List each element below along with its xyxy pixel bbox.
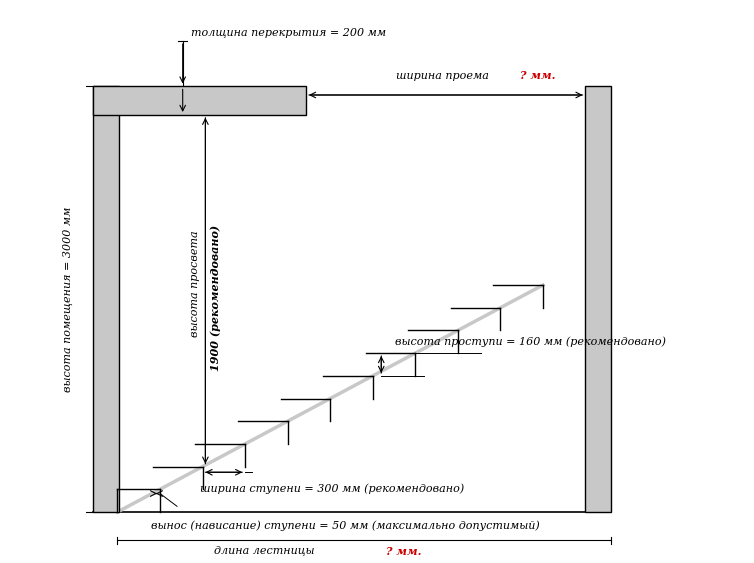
Text: высота просвета: высота просвета [191, 230, 201, 337]
Text: 1900 (рекомендовано): 1900 (рекомендовано) [210, 225, 221, 371]
Text: ? мм.: ? мм. [520, 70, 555, 81]
Bar [586, 87, 611, 512]
Bar [93, 87, 306, 115]
Text: ширина ступени = 300 мм (рекомендовано): ширина ступени = 300 мм (рекомендовано) [200, 484, 464, 494]
Text: высота помещения = 3000 мм: высота помещения = 3000 мм [63, 207, 73, 392]
Text: ? мм.: ? мм. [386, 546, 421, 557]
Bar [93, 87, 119, 512]
Text: толщина перекрытия = 200 мм: толщина перекрытия = 200 мм [192, 28, 386, 38]
Text: вынос (нависание) ступени = 50 мм (максимально допустимый): вынос (нависание) ступени = 50 мм (макси… [152, 520, 541, 531]
Text: высота проступи = 160 мм (рекомендовано): высота проступи = 160 мм (рекомендовано) [395, 337, 667, 347]
Text: длина лестницы: длина лестницы [214, 546, 322, 556]
Text: ширина проема: ширина проема [396, 71, 496, 81]
